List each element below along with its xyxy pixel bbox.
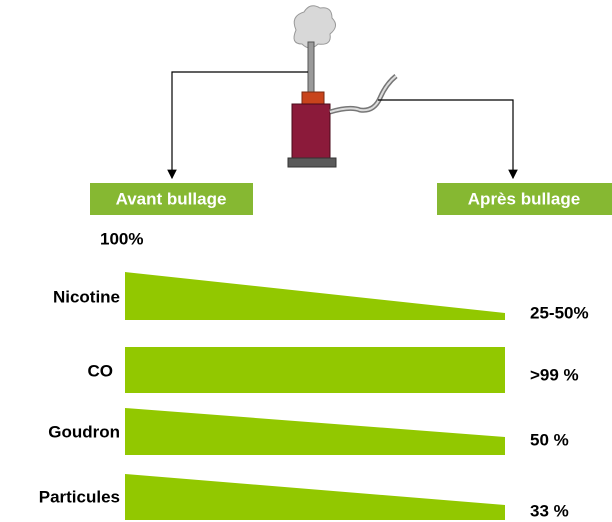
apparatus: [288, 6, 396, 167]
wedge: [125, 408, 505, 455]
row-value: 33 %: [530, 501, 569, 520]
row-label: CO: [88, 361, 114, 380]
arrow-after: [378, 100, 513, 178]
row-label: Goudron: [48, 422, 120, 441]
row-value: >99 %: [530, 365, 579, 384]
wedge: [125, 474, 505, 520]
row-label: Nicotine: [53, 287, 120, 306]
header-before: Avant bullage: [116, 189, 227, 208]
row-label: Particules: [39, 487, 120, 506]
diagram: Avant bullage Après bullage 100% Nicotin…: [0, 0, 612, 522]
header-after: Après bullage: [468, 189, 580, 208]
row-value: 25-50%: [530, 303, 589, 322]
bar: [125, 347, 505, 393]
row-value: 50 %: [530, 430, 569, 449]
wedge: [125, 272, 505, 320]
start-label: 100%: [100, 229, 143, 248]
